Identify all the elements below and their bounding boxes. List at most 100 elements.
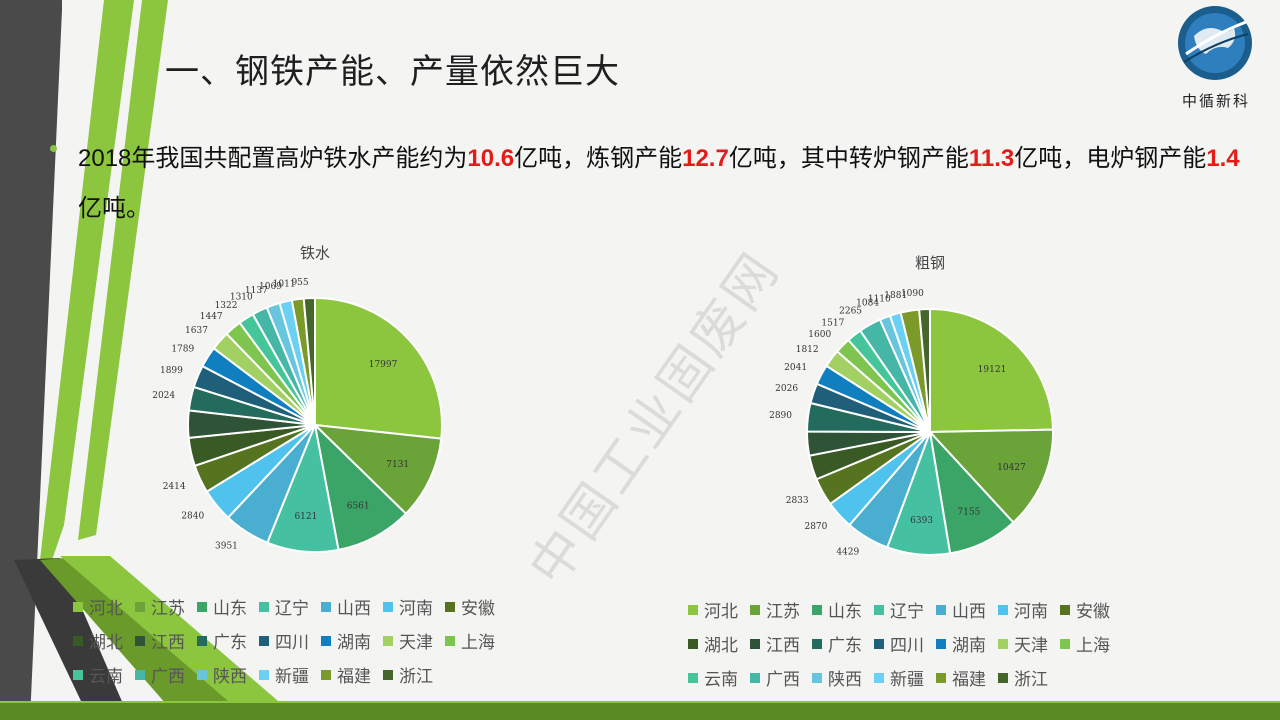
green-stripe — [40, 0, 134, 560]
legend-item: 江西 — [750, 631, 800, 656]
legend-item: 山西 — [936, 597, 986, 622]
highlight-number: 10.6 — [467, 145, 515, 172]
legend-label: 河北 — [704, 602, 738, 622]
legend-swatch — [812, 638, 822, 649]
data-label: 1812 — [796, 345, 819, 355]
legend-item: 上海 — [445, 628, 495, 653]
legend-label: 广西 — [766, 670, 800, 690]
data-label: 2840 — [181, 511, 204, 521]
data-label: 2265 — [839, 307, 862, 317]
legend-swatch — [197, 601, 207, 612]
legend-item: 新疆 — [259, 662, 309, 687]
legend-swatch — [1060, 638, 1070, 649]
legend-item: 云南 — [73, 662, 123, 687]
highlight-number: 12.7 — [682, 145, 729, 172]
legend-item: 上海 — [1060, 631, 1110, 656]
legend-label: 广东 — [828, 636, 862, 656]
legend-item: 江苏 — [750, 597, 800, 622]
legend-swatch — [445, 635, 455, 646]
legend-label: 广东 — [213, 633, 247, 653]
legend-label: 河南 — [399, 599, 433, 619]
legend-steel: 河北 江苏 山东 辽宁 山西 河南 安徽 湖北 江西 广东 四川 湖南 天津 上海 云南 广西 陕西 新疆 福建 浙江 — [688, 597, 1110, 690]
data-label: 1899 — [160, 366, 183, 376]
legend-item: 山西 — [321, 594, 371, 619]
data-label: 1517 — [821, 319, 844, 329]
legend-item: 辽宁 — [874, 597, 924, 622]
page-title: 一、钢铁产能、产量依然巨大 — [165, 52, 620, 92]
chart-title: 铁水 — [300, 244, 330, 262]
pie-slice — [929, 307, 1055, 434]
data-label: 955 — [291, 278, 308, 288]
legend-swatch — [135, 601, 145, 612]
legend-swatch — [750, 672, 760, 683]
legend-swatch — [321, 635, 331, 646]
legend-swatch — [750, 604, 760, 615]
legend-swatch — [197, 669, 207, 680]
legend-swatch — [197, 635, 207, 646]
logo-name: 中循新科 — [1181, 92, 1250, 110]
legend-swatch — [812, 672, 822, 683]
legend-item: 安徽 — [445, 594, 495, 619]
bullet-text: 2018年我国共配置高炉铁水产能约为10.6亿吨，炼钢产能12.7亿吨，其中转炉… — [78, 134, 1248, 234]
legend-swatch — [998, 638, 1008, 649]
data-label: 1881 — [884, 291, 907, 301]
legend-item: 河北 — [73, 594, 123, 619]
legend-item: 河南 — [383, 594, 433, 619]
green-stripe-lower2 — [60, 556, 300, 720]
data-label: 1069 — [259, 282, 282, 292]
legend-swatch — [998, 604, 1008, 615]
data-label: 1637 — [185, 326, 208, 336]
legend-item: 河北 — [688, 597, 738, 622]
legend-label: 山东 — [213, 599, 247, 619]
data-label: 1322 — [215, 301, 238, 311]
legend-swatch — [135, 635, 145, 646]
legend-swatch — [259, 669, 269, 680]
data-label: 4429 — [836, 548, 859, 558]
data-label: 6561 — [347, 502, 370, 512]
legend-label: 山西 — [952, 602, 986, 622]
legend-label: 河南 — [1014, 602, 1048, 622]
bullet-segment: 亿吨，炼钢产能 — [514, 145, 683, 172]
bottom-bar — [0, 703, 1280, 720]
pie-slice — [918, 307, 931, 433]
legend-label: 福建 — [337, 667, 371, 687]
legend-label: 云南 — [704, 670, 738, 690]
data-label: 1084 — [856, 299, 879, 309]
bottom-accent-line — [0, 701, 1280, 703]
legend-swatch — [936, 604, 946, 615]
pie-slice — [314, 296, 443, 440]
legend-item: 四川 — [259, 628, 309, 653]
legend-label: 山西 — [337, 599, 371, 619]
bullet-segment: 2018年我国共配置高炉铁水产能约为 — [78, 145, 468, 172]
data-label: 2024 — [152, 391, 175, 401]
legend-item: 湖北 — [688, 631, 738, 656]
legend-swatch — [998, 672, 1008, 683]
legend-swatch — [445, 601, 455, 612]
legend-swatch — [936, 672, 946, 683]
data-label: 3951 — [215, 541, 238, 551]
data-label: 7131 — [386, 460, 409, 470]
data-label: 10427 — [997, 463, 1026, 473]
legend-swatch — [688, 604, 698, 615]
legend-item: 湖南 — [936, 631, 986, 656]
legend-item: 福建 — [936, 665, 986, 690]
legend-label: 陕西 — [828, 670, 862, 690]
data-label: 1600 — [808, 330, 831, 340]
data-label: 2833 — [786, 496, 809, 506]
legend-label: 四川 — [890, 636, 924, 656]
legend-label: 四川 — [275, 633, 309, 653]
legend-label: 新疆 — [275, 667, 309, 687]
legend-label: 广西 — [151, 667, 185, 687]
legend-label: 辽宁 — [890, 602, 924, 622]
data-label: 6121 — [294, 512, 317, 522]
legend-swatch — [936, 638, 946, 649]
legend-item: 广西 — [135, 662, 185, 687]
dark-stripe — [0, 0, 62, 720]
legend-item: 陕西 — [197, 662, 247, 687]
legend-item: 湖北 — [73, 628, 123, 653]
legend-label: 湖北 — [704, 636, 738, 656]
legend-item: 河南 — [998, 597, 1048, 622]
data-label: 1137 — [245, 286, 268, 296]
legend-item: 江西 — [135, 628, 185, 653]
